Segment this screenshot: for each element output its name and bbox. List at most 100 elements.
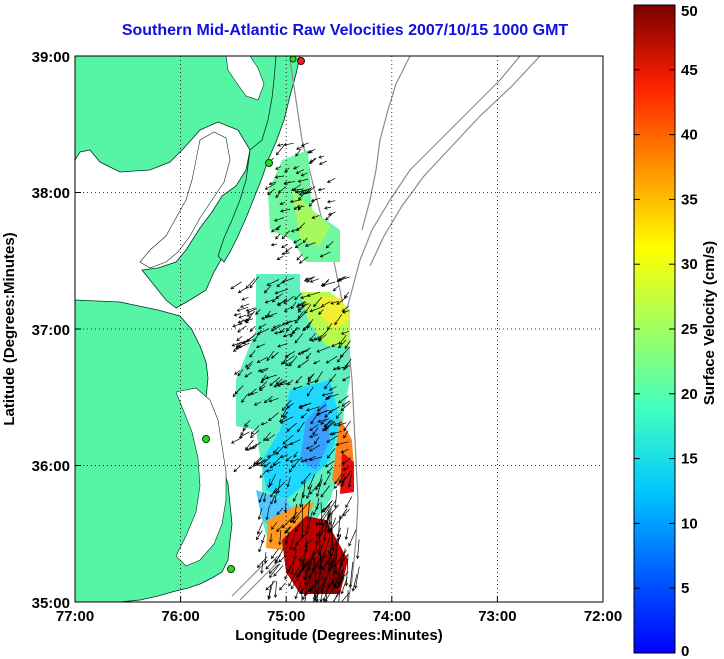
velocity-vector xyxy=(295,169,305,174)
y-tick-label: 39:00 xyxy=(32,49,70,66)
velocity-vector xyxy=(277,186,287,194)
velocity-vector xyxy=(339,334,347,345)
velocity-vector xyxy=(276,524,284,533)
velocity-vector xyxy=(321,504,331,513)
velocity-vector xyxy=(330,541,339,557)
velocity-vector xyxy=(307,149,314,154)
colorbar-tick-label: 35 xyxy=(681,191,698,208)
velocity-vector xyxy=(336,276,345,282)
velocity-vector xyxy=(325,591,327,602)
velocity-vector xyxy=(273,581,278,599)
velocity-vector xyxy=(263,552,268,565)
velocity-vector xyxy=(306,291,321,297)
velocity-vector xyxy=(308,434,319,439)
velocity-vector xyxy=(304,242,316,247)
station-marker xyxy=(227,565,235,573)
velocity-vector xyxy=(342,466,350,471)
velocity-vector xyxy=(300,457,313,463)
velocity-vector xyxy=(284,531,290,545)
velocity-vector xyxy=(318,155,325,159)
velocity-vector xyxy=(260,456,272,467)
velocity-vector xyxy=(288,558,305,587)
velocity-vector xyxy=(275,233,281,240)
velocity-vector xyxy=(293,542,299,551)
velocity-vector xyxy=(293,165,299,170)
delmarva-peninsula xyxy=(217,56,301,263)
velocity-vector xyxy=(316,409,330,416)
velocity-vector xyxy=(341,306,349,312)
velocity-vector xyxy=(304,304,312,314)
velocity-vector xyxy=(283,142,294,147)
velocity-vector xyxy=(344,340,351,350)
velocity-vector xyxy=(299,491,304,508)
colorbar-tick-label: 50 xyxy=(681,3,698,20)
colorbar-tick-label: 0 xyxy=(681,643,689,659)
velocity-vector xyxy=(298,192,306,201)
velocity-vector xyxy=(313,360,321,365)
velocity-vector xyxy=(324,408,334,418)
velocity-vector xyxy=(295,375,303,384)
velocity-vector xyxy=(273,446,280,454)
velocity-vector xyxy=(340,402,351,412)
velocity-vector xyxy=(309,278,320,283)
velocity-vector xyxy=(290,573,301,590)
velocity-vector xyxy=(326,177,336,183)
velocity-vector xyxy=(322,510,330,542)
velocity-vector xyxy=(313,557,318,584)
velocity-vector xyxy=(315,574,320,602)
velocity-vector xyxy=(300,142,309,147)
velocity-vector xyxy=(341,400,350,407)
velocity-vector xyxy=(293,238,302,244)
velocity-vector xyxy=(284,306,293,313)
velocity-vector xyxy=(267,585,271,601)
velocity-vector xyxy=(326,393,339,399)
velocity-vector xyxy=(284,350,296,358)
velocity-vector xyxy=(326,513,331,534)
velocity-vector xyxy=(273,565,284,577)
velocity-vector xyxy=(245,307,256,312)
velocity-vector xyxy=(320,485,330,498)
y-axis-label: Latitude (Degrees:Minutes) xyxy=(1,232,18,425)
velocity-vector xyxy=(297,359,310,368)
velocity-vector xyxy=(233,465,241,473)
velocity-vector xyxy=(307,373,315,380)
velocity-vector xyxy=(324,460,335,468)
velocity-vector xyxy=(268,564,279,575)
velocity-vector xyxy=(282,411,289,418)
velocity-vector xyxy=(276,299,287,306)
velocity-vector xyxy=(318,160,327,165)
velocity-vector xyxy=(318,309,324,315)
velocity-vector xyxy=(338,590,341,602)
velocity-vector xyxy=(332,365,340,371)
velocity-vector xyxy=(286,476,291,488)
colorbar-tick-label: 15 xyxy=(681,451,698,468)
velocity-vector xyxy=(338,473,345,483)
velocity-vector xyxy=(293,204,300,210)
velocity-vector xyxy=(284,566,292,580)
velocity-vector xyxy=(264,183,276,190)
velocity-vector xyxy=(244,361,254,368)
velocity-vector xyxy=(314,436,320,445)
map-title: Southern Mid-Atlantic Raw Velocities 200… xyxy=(121,22,569,39)
velocity-vector xyxy=(304,537,314,547)
velocity-vector xyxy=(275,378,283,385)
velocity-vector xyxy=(340,448,349,454)
velocity-vectors xyxy=(230,142,360,602)
velocity-vector xyxy=(323,472,332,486)
velocity-vector xyxy=(305,445,314,450)
velocity-vector xyxy=(289,199,302,204)
velocity-vector xyxy=(260,560,264,575)
velocity-vector xyxy=(282,434,294,445)
velocity-vector xyxy=(270,548,280,560)
velocity-vector xyxy=(322,556,331,571)
velocity-vector xyxy=(255,530,263,541)
velocity-vector xyxy=(283,443,291,449)
velocity-vector xyxy=(316,404,327,412)
velocity-vector xyxy=(268,181,277,186)
velocity-vector xyxy=(258,541,263,553)
velocity-vector xyxy=(307,374,314,383)
velocity-vector xyxy=(262,374,267,382)
velocity-vector xyxy=(338,395,349,404)
velocity-vector xyxy=(230,436,243,444)
velocity-vector xyxy=(244,372,253,378)
